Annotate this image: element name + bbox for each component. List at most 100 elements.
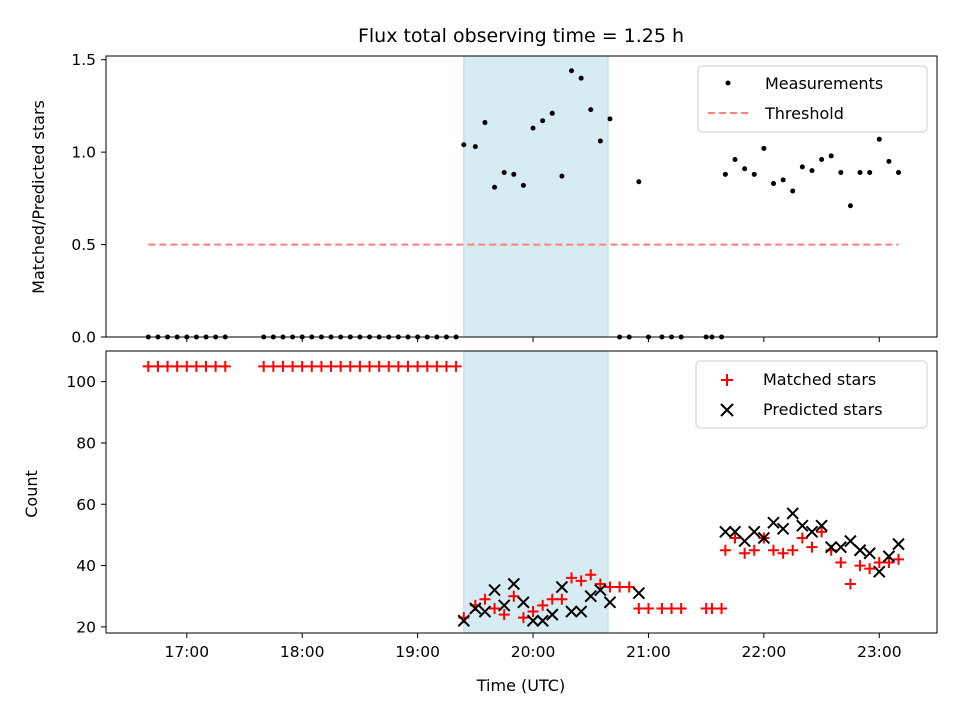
predicted-star-point [603, 596, 617, 609]
matched-star-point [219, 360, 231, 372]
measurement-point [780, 177, 786, 183]
measurement-point [790, 188, 796, 194]
measurement-point [559, 173, 565, 179]
predicted-star-point [719, 525, 732, 539]
matched-star-point [508, 590, 520, 602]
measurement-point [876, 136, 882, 142]
matched-star-point [181, 360, 193, 372]
measurement-point [838, 169, 844, 175]
predicted-star-point [546, 608, 559, 621]
top-axes-frame [105, 55, 938, 338]
measurement-point [520, 182, 526, 188]
matched-star-point [421, 360, 433, 372]
measurement-point [482, 120, 488, 126]
bottom-y-axis-label: Count [22, 470, 41, 518]
measurement-point [809, 168, 815, 174]
bottom-y-tick-label: 80 [76, 434, 96, 452]
measurement-point [847, 203, 853, 209]
matched-star-point [373, 360, 385, 372]
matched-star-point [412, 360, 424, 372]
legend-label-threshold: Threshold [764, 104, 844, 123]
matched-star-point [575, 575, 587, 587]
x-tick-label: 22:00 [742, 643, 787, 661]
matched-star-point [806, 541, 818, 553]
top-ticks: 0.0 0.5 1.0 1.5 [71, 51, 880, 347]
measurement-point [549, 110, 555, 116]
top-legend-box [697, 65, 928, 133]
matched-star-point [585, 569, 597, 581]
matched-star-point [675, 602, 687, 614]
measurement-point [588, 107, 594, 113]
top-y-axis-label: Matched/Predicted stars [29, 100, 48, 294]
matched-star-point [893, 553, 905, 565]
matched-star-point [739, 547, 751, 559]
top-marks [145, 68, 902, 340]
matched-star-point [296, 360, 308, 372]
matched-star-point [729, 532, 741, 544]
matched-star-point [306, 360, 318, 372]
matched-star-point [748, 544, 760, 556]
bottom-observing-span [463, 350, 609, 634]
x-tick-label: 21:00 [626, 643, 671, 661]
matched-star-point [479, 593, 491, 605]
top-observing-span [463, 55, 609, 338]
predicted-star-point [786, 507, 799, 520]
matched-star-point [546, 593, 558, 605]
predicted-star-point [853, 544, 867, 557]
matched-star-point [656, 602, 668, 614]
matched-star-point [200, 360, 212, 372]
top-legend: Measurements Threshold [697, 65, 928, 133]
matched-star-point [716, 602, 728, 614]
matched-star-point [787, 544, 799, 556]
legend-marker-matched-stars [721, 374, 733, 386]
chart-title: Flux total observing time = 1.25 h [358, 25, 684, 47]
matched-star-point [854, 560, 866, 572]
matched-star-point [392, 360, 404, 372]
x-tick-label: 18:00 [280, 643, 325, 661]
legend-marker-predicted-stars [720, 403, 734, 417]
matched-star-point [210, 360, 222, 372]
measurement-point [511, 171, 517, 177]
predicted-star-point [565, 605, 578, 618]
matched-star-point [633, 602, 645, 614]
matched-star-point [706, 602, 718, 614]
matched-star-point [171, 360, 183, 372]
bottom-y-tick-label: 40 [76, 557, 96, 575]
predicted-star-point [834, 540, 848, 554]
bottom-marks [142, 360, 905, 627]
measurement-point [886, 158, 892, 164]
predicted-star-point [873, 565, 886, 578]
measurement-point [799, 164, 805, 170]
predicted-star-point [526, 614, 540, 627]
matched-star-point [566, 572, 578, 584]
predicted-star-point [517, 596, 530, 609]
matched-star-point [527, 606, 539, 618]
legend-label-predicted-stars: Predicted stars [763, 400, 883, 419]
matched-star-point [498, 609, 510, 621]
x-tick-label: 20:00 [511, 643, 556, 661]
matched-star-point [267, 360, 279, 372]
measurement-point [722, 171, 728, 177]
bottom-y-tick-label: 20 [76, 618, 96, 636]
matched-star-point [287, 360, 299, 372]
predicted-star-point [892, 537, 905, 551]
matched-star-point [623, 581, 635, 593]
matched-star-point [864, 563, 876, 575]
predicted-star-point [738, 534, 751, 548]
predicted-star-point [555, 580, 569, 594]
predicted-star-point [824, 540, 838, 554]
matched-star-point [142, 360, 154, 372]
measurement-point [751, 171, 757, 177]
measurement-point [867, 169, 873, 175]
top-panel: 0.0 0.5 1.0 1.5 Matched/Predicted stars Mea… [29, 51, 938, 347]
measurement-point [530, 125, 536, 131]
matched-star-point [666, 602, 678, 614]
predicted-star-point [574, 605, 588, 618]
bottom-y-tick-label: 100 [66, 373, 96, 391]
bottom-legend: Matched stars Predicted stars [695, 360, 928, 429]
predicted-star-point [584, 590, 597, 603]
measurement-point [819, 157, 825, 163]
bottom-axes-frame [105, 350, 938, 634]
bottom-panel: 17:00 18:00 19:00 20:00 21:00 22:00 23:00 20 40 6… [22, 350, 938, 695]
